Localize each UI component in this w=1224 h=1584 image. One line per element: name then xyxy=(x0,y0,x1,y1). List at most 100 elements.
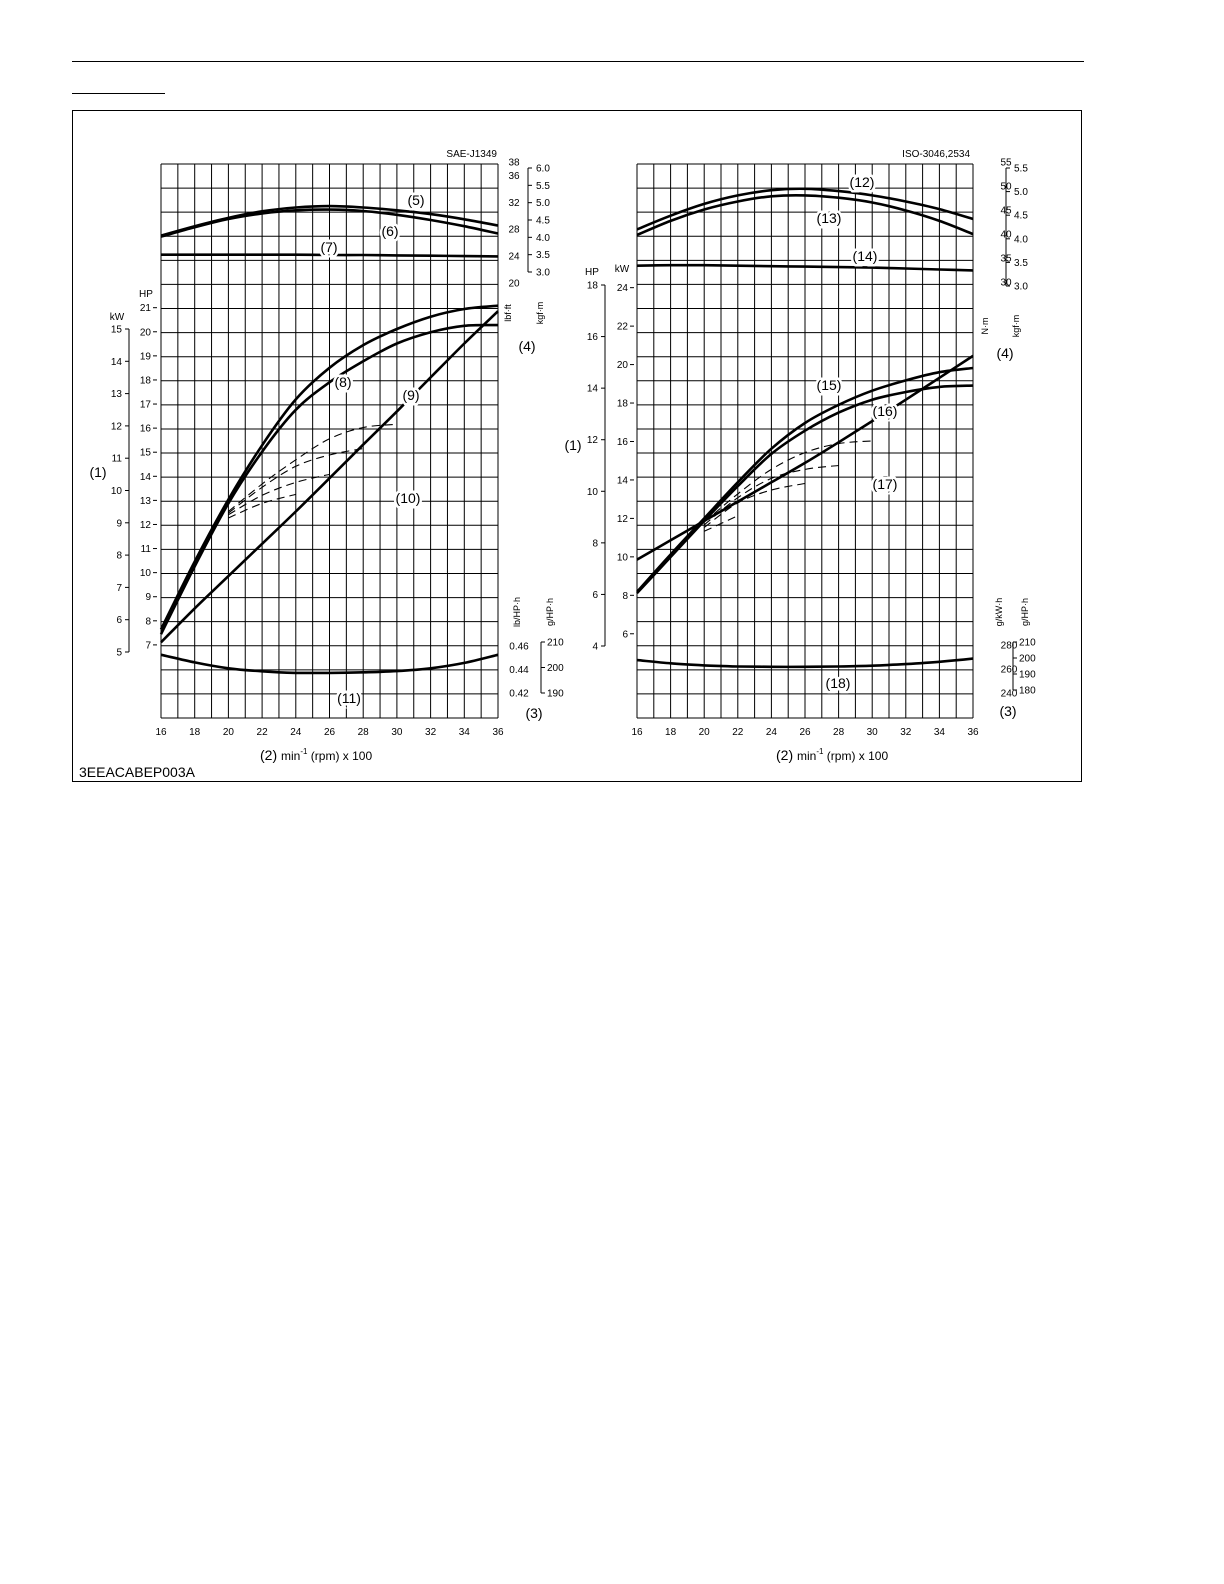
kw-axis-label: kW xyxy=(110,312,125,323)
hp-tick-label: 9 xyxy=(145,592,151,603)
x-tick-label: 36 xyxy=(967,727,979,738)
series-curve-17 xyxy=(636,354,974,561)
fuel-primary-axis-label: lb/HP·h xyxy=(512,597,522,627)
fuel-secondary-axis xyxy=(540,641,545,694)
grid-lines xyxy=(636,163,974,719)
fuel-secondary-axis-label: g/HP·h xyxy=(1020,598,1030,626)
hp-tick-label: 14 xyxy=(617,475,629,486)
torque-secondary-axis-label: kgf·m xyxy=(535,302,545,325)
x-tick-label: 18 xyxy=(665,727,677,738)
torque-primary-axis-label: N·m xyxy=(980,318,990,335)
series-curve-12 xyxy=(636,187,974,231)
x-tick-label: 30 xyxy=(867,727,879,738)
kw-axis xyxy=(601,284,606,647)
series-label-10: (10) xyxy=(396,490,421,506)
torque-secondary-tick-label: 5.0 xyxy=(536,198,550,209)
chart-panel-1: SAE-J1349 16 18 20 22 24 26 28 30 32 34 36 (2) min-1… xyxy=(89,149,564,763)
hp-tick-label: 6 xyxy=(622,629,628,640)
hp-tick-label: 16 xyxy=(617,437,629,448)
kw-axis xyxy=(125,328,130,653)
torque-primary-tick-label: 38 xyxy=(508,158,520,169)
x-tick-label: 30 xyxy=(391,727,403,738)
hp-axis-label: HP xyxy=(139,289,153,300)
kw-tick-label: 8 xyxy=(592,538,598,549)
hp-tick-label: 7 xyxy=(145,640,151,651)
hp-tick-label: 18 xyxy=(140,375,152,386)
x-tick-label: 26 xyxy=(324,727,336,738)
torque-secondary-tick-label: 5.5 xyxy=(536,181,550,192)
kw-tick-label: 9 xyxy=(116,518,122,529)
standard-label: ISO-3046,2534 xyxy=(902,149,970,160)
fuel-secondary-tick-label: 210 xyxy=(547,638,564,649)
x-axis-label: (2) min-1 (rpm) x 100 xyxy=(776,747,888,763)
kw-tick-label: 6 xyxy=(592,590,598,601)
series-label-9: (9) xyxy=(402,387,419,403)
torque-primary-tick-label: 36 xyxy=(508,171,520,182)
series-label-11: (11) xyxy=(337,690,361,706)
series-label-15: (15) xyxy=(817,377,842,393)
dashed-curve xyxy=(228,447,364,514)
kw-tick-label: 13 xyxy=(111,389,123,400)
fuel-axis-ref: (3) xyxy=(999,703,1016,719)
torque-secondary-tick-label: 3.5 xyxy=(1014,258,1028,269)
hp-tick-label: 21 xyxy=(140,303,152,314)
kw-tick-label: 7 xyxy=(116,583,122,594)
torque-secondary-tick-label: 4.5 xyxy=(1014,211,1028,222)
series-label-7: (7) xyxy=(320,239,337,255)
torque-axis-ref: (4) xyxy=(518,338,535,354)
grid-lines xyxy=(160,163,499,719)
x-axis-label: (2) min-1 (rpm) x 100 xyxy=(260,747,372,763)
x-tick-label: 32 xyxy=(900,727,912,738)
kw-tick-label: 10 xyxy=(111,486,123,497)
fuel-secondary-tick-label: 190 xyxy=(1019,670,1036,681)
dashed-curve xyxy=(703,515,739,532)
dashed-curve xyxy=(703,464,839,526)
torque-primary-tick-label: 28 xyxy=(508,225,520,236)
series-label-8: (8) xyxy=(334,374,351,390)
series-label-14: (14) xyxy=(853,248,878,264)
fuel-primary-axis-label: g/kW·h xyxy=(994,598,1004,627)
kw-tick-label: 18 xyxy=(587,281,599,292)
dashed-curve xyxy=(703,440,873,523)
torque-secondary-tick-label: 6.0 xyxy=(536,164,550,175)
series-label-12: (12) xyxy=(850,174,875,190)
torque-secondary-axis-label: kgf·m xyxy=(1011,315,1021,338)
series-curve-6 xyxy=(160,208,499,238)
torque-secondary-tick-label: 4.0 xyxy=(536,233,550,244)
hp-tick-label: 8 xyxy=(145,616,151,627)
kw-tick-label: 12 xyxy=(587,435,599,446)
x-tick-label: 24 xyxy=(290,727,302,738)
kw-tick-label: 10 xyxy=(587,487,599,498)
hp-tick-label: 22 xyxy=(617,322,629,333)
series-label-16: (16) xyxy=(873,403,898,419)
fuel-secondary-tick-label: 190 xyxy=(547,689,564,700)
series-curve-8 xyxy=(159,304,499,630)
hp-tick-label: 12 xyxy=(140,520,152,531)
fuel-axis-ref: (3) xyxy=(525,705,542,721)
hp-tick-label: 20 xyxy=(140,327,152,338)
torque-secondary-axis xyxy=(1005,167,1010,287)
x-tick-label: 26 xyxy=(799,727,811,738)
kw-tick-label: 15 xyxy=(111,325,123,336)
torque-secondary-tick-label: 4.5 xyxy=(536,216,550,227)
kw-axis-label: kW xyxy=(615,264,630,275)
series-curve-11 xyxy=(160,653,499,675)
series-curve-13 xyxy=(636,193,974,237)
hp-tick-label: 15 xyxy=(140,448,152,459)
hp-tick-label: 17 xyxy=(140,400,152,411)
series-label-5: (5) xyxy=(407,192,424,208)
fuel-primary-tick-label: 0.42 xyxy=(509,689,529,700)
hp-tick-label: 10 xyxy=(617,552,629,563)
torque-primary-axis-label: lbf·ft xyxy=(503,304,513,322)
series-curve-14 xyxy=(636,263,974,272)
x-tick-label: 24 xyxy=(766,727,778,738)
torque-secondary-tick-label: 3.0 xyxy=(536,268,550,279)
fuel-secondary-tick-label: 180 xyxy=(1019,686,1036,697)
dashed-curve xyxy=(703,482,806,528)
hp-axis xyxy=(153,307,157,646)
hp-axis-label: HP xyxy=(585,267,599,278)
dashed-curve xyxy=(228,423,397,512)
power-axis-ref: (1) xyxy=(89,464,106,480)
kw-tick-label: 14 xyxy=(587,384,599,395)
fuel-primary-tick-label: 240 xyxy=(1001,689,1018,700)
